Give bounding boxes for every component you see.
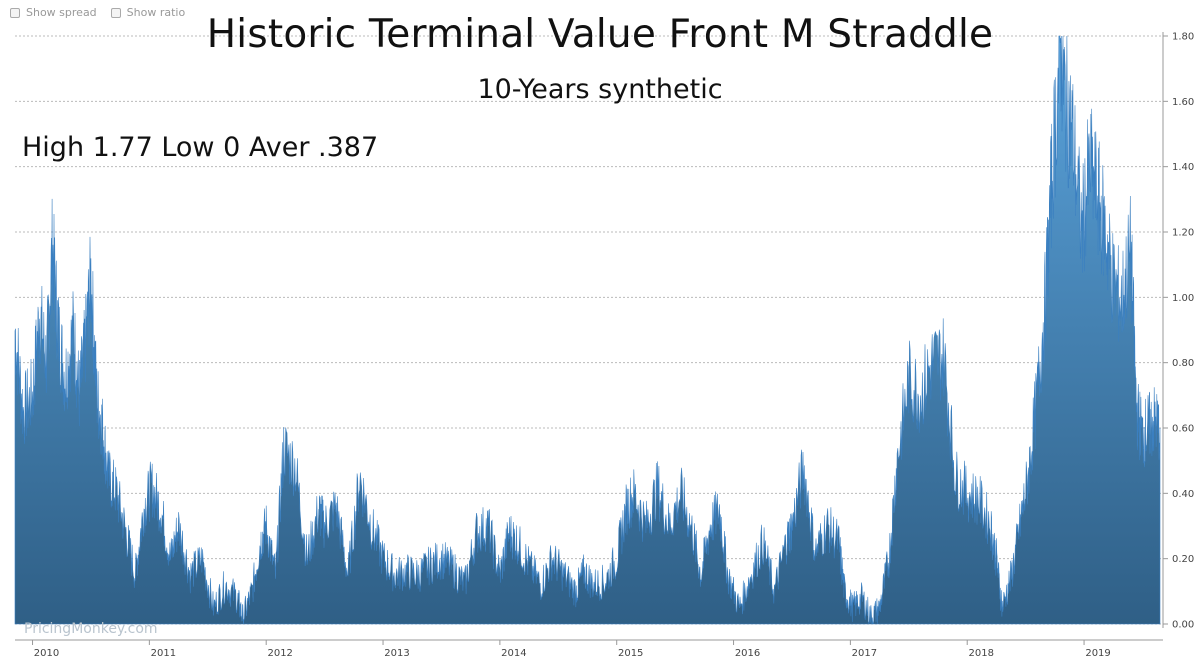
show-spread-label: Show spread	[26, 6, 97, 19]
x-tick-label: 2017	[852, 648, 877, 659]
x-tick-label: 2014	[501, 648, 526, 659]
show-ratio-label: Show ratio	[126, 6, 186, 19]
stats-summary: High 1.77 Low 0 Aver .387	[22, 132, 379, 163]
x-tick-label: 2010	[34, 648, 59, 659]
y-tick-label: 0.60	[1172, 424, 1194, 435]
x-tick-label: 2013	[384, 648, 409, 659]
show-spread-toggle[interactable]: Show spread	[10, 6, 97, 19]
x-tick-label: 2012	[267, 648, 292, 659]
x-tick-label: 2018	[968, 648, 993, 659]
watermark-text: PricingMonkey.com	[24, 621, 158, 637]
x-axis: 2010 2011 2012 2013 2014 2015 2016 2017 2018 2019	[15, 639, 1163, 659]
series-area-fill	[14, 35, 1161, 625]
chart-options: Show spread Show ratio	[10, 6, 185, 19]
y-tick-label: 0.20	[1172, 554, 1194, 565]
x-tick-label: 2016	[735, 648, 760, 659]
show-ratio-checkbox[interactable]	[110, 7, 121, 18]
y-tick-label: 1.60	[1172, 97, 1194, 108]
series-area	[14, 35, 1161, 625]
show-spread-checkbox[interactable]	[10, 7, 20, 18]
y-tick-label: 1.40	[1172, 162, 1194, 173]
chart-subtitle: 10-Years synthetic	[477, 74, 723, 105]
show-ratio-toggle[interactable]: Show ratio	[110, 6, 186, 19]
y-axis: 0.00 0.20 0.40 0.60 0.80 1.00 1.20 1.40 1.60 1.80	[1162, 32, 1194, 631]
x-tick-label: 2015	[618, 648, 643, 659]
x-tick-label: 2019	[1085, 648, 1110, 659]
y-tick-label: 1.20	[1172, 228, 1194, 239]
x-tick-label: 2011	[151, 648, 176, 659]
y-tick-label: 0.00	[1172, 620, 1194, 631]
y-tick-label: 0.80	[1172, 358, 1194, 369]
y-tick-label: 1.00	[1172, 293, 1194, 304]
y-tick-label: 0.40	[1172, 489, 1194, 500]
y-tick-label: 1.80	[1172, 32, 1194, 43]
chart-title: Historic Terminal Value Front M Straddle	[206, 12, 994, 57]
